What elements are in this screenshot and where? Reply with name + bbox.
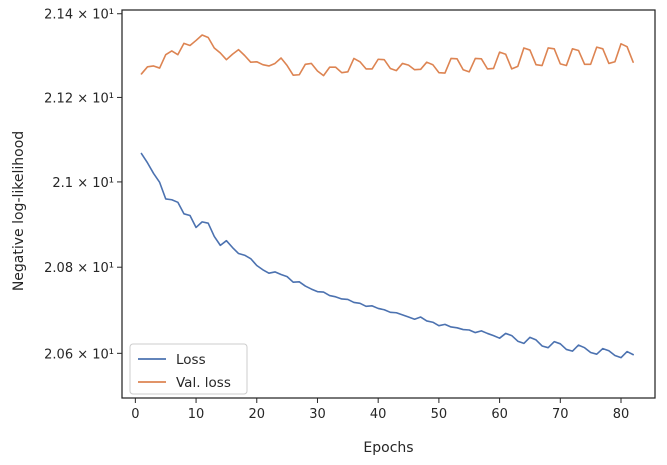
series-layer: [140, 34, 634, 359]
x-tick-label: 50: [431, 407, 448, 422]
x-tick-label: 80: [613, 407, 630, 422]
series-line-val-loss: [140, 34, 634, 77]
x-tick-label: 40: [370, 407, 387, 422]
legend-label-loss: Loss: [176, 352, 206, 368]
y-tick-label: 2.14 × 10¹: [44, 8, 114, 23]
plot-frame: [121, 9, 656, 399]
x-axis-ticks: 0 10 20 30 40 50 60 70 80: [131, 398, 629, 422]
x-tick-label: 10: [188, 407, 205, 422]
y-tick-label: 2.06 × 10¹: [44, 347, 114, 362]
x-tick-label: 60: [491, 407, 508, 422]
legend: Loss Val. loss: [129, 343, 248, 395]
y-tick-label: 2.08 × 10¹: [44, 261, 114, 276]
legend-label-val-loss: Val. loss: [176, 375, 231, 391]
y-axis-label: Negative log-likelihood: [11, 131, 27, 291]
x-tick-label: 20: [248, 407, 265, 422]
x-axis-label: Epochs: [363, 440, 413, 456]
y-tick-label: 2.1 × 10¹: [52, 176, 114, 191]
y-axis-ticks: 2.06 × 10¹ 2.08 × 10¹ 2.1 × 10¹ 2.12 × 10¹ 2…: [44, 8, 122, 362]
x-tick-label: 70: [552, 407, 569, 422]
x-tick-label: 0: [131, 407, 139, 422]
x-tick-label: 30: [309, 407, 326, 422]
y-tick-label: 2.12 × 10¹: [44, 91, 114, 106]
series-line-loss: [140, 152, 634, 359]
